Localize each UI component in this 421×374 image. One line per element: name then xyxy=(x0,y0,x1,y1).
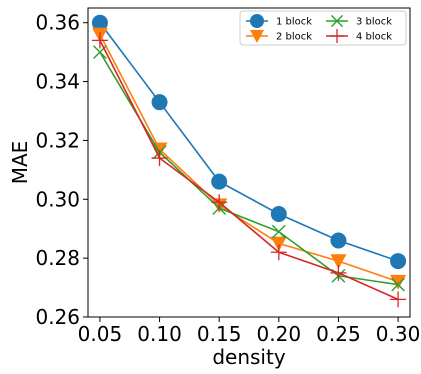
y-tick-label: 0.32 xyxy=(35,128,80,152)
data-point xyxy=(211,194,228,211)
series-line xyxy=(99,40,399,301)
data-point xyxy=(151,94,168,111)
data-point xyxy=(390,291,407,308)
legend: 1 block 2 block 3 block 4 block xyxy=(239,10,407,46)
x-tick-label: 0.25 xyxy=(316,322,361,346)
data-point xyxy=(330,264,347,281)
legend-marker xyxy=(330,14,344,28)
x-tick-label: 0.10 xyxy=(137,322,182,346)
data-point xyxy=(151,150,168,167)
data-point xyxy=(91,14,108,31)
y-axis-ticks: 0.26 0.28 0.30 0.32 0.34 0.36 xyxy=(35,11,88,329)
x-stroke xyxy=(271,224,286,239)
legend-box xyxy=(239,10,407,46)
legend-label: 2 block xyxy=(276,32,312,43)
y-tick-label: 0.26 xyxy=(35,305,80,329)
legend-marker xyxy=(330,29,344,43)
y-tick-label: 0.34 xyxy=(35,70,80,94)
legend-label: 1 block xyxy=(276,17,312,28)
x-axis-title: density xyxy=(212,345,285,369)
y-tick-label: 0.28 xyxy=(35,246,80,270)
x-tick-label: 0.15 xyxy=(197,322,242,346)
data-point xyxy=(390,274,407,290)
y-axis-title: MAE xyxy=(8,141,32,185)
data-point xyxy=(271,224,286,239)
legend-item: 4 block xyxy=(326,29,392,43)
series-3 xyxy=(93,45,405,292)
data-point xyxy=(391,277,405,292)
series-layer xyxy=(91,14,407,308)
data-point xyxy=(91,32,108,49)
data-point xyxy=(270,244,287,261)
series-1 xyxy=(91,14,407,270)
data-point xyxy=(390,253,407,270)
data-point xyxy=(211,173,228,190)
x-tick-label: 0.20 xyxy=(257,322,302,346)
legend-item: 3 block xyxy=(326,14,392,28)
data-point xyxy=(270,236,287,252)
legend-marker xyxy=(250,30,264,43)
legend-label: 4 block xyxy=(356,32,392,43)
series-line xyxy=(99,51,399,286)
legend-label: 3 block xyxy=(356,17,392,28)
y-tick-label: 0.30 xyxy=(35,187,80,211)
legend-item: 2 block xyxy=(246,30,312,43)
data-point xyxy=(330,232,347,249)
legend-item: 1 block xyxy=(246,14,312,28)
legend-marker xyxy=(250,14,264,28)
series-line xyxy=(99,22,399,262)
x-stroke xyxy=(330,14,344,28)
x-tick-label: 0.30 xyxy=(376,322,421,346)
series-line xyxy=(99,34,399,283)
x-axis-ticks: 0.05 0.10 0.15 0.20 0.25 0.30 xyxy=(78,317,421,346)
data-point xyxy=(270,206,287,222)
series-2 xyxy=(91,27,407,290)
axes-frame xyxy=(87,7,411,318)
x-tick-label: 0.05 xyxy=(78,322,123,346)
series-4 xyxy=(91,32,407,308)
y-tick-label: 0.36 xyxy=(35,11,80,35)
plot-border xyxy=(87,7,411,318)
data-point xyxy=(330,254,347,270)
x-stroke xyxy=(391,277,405,292)
